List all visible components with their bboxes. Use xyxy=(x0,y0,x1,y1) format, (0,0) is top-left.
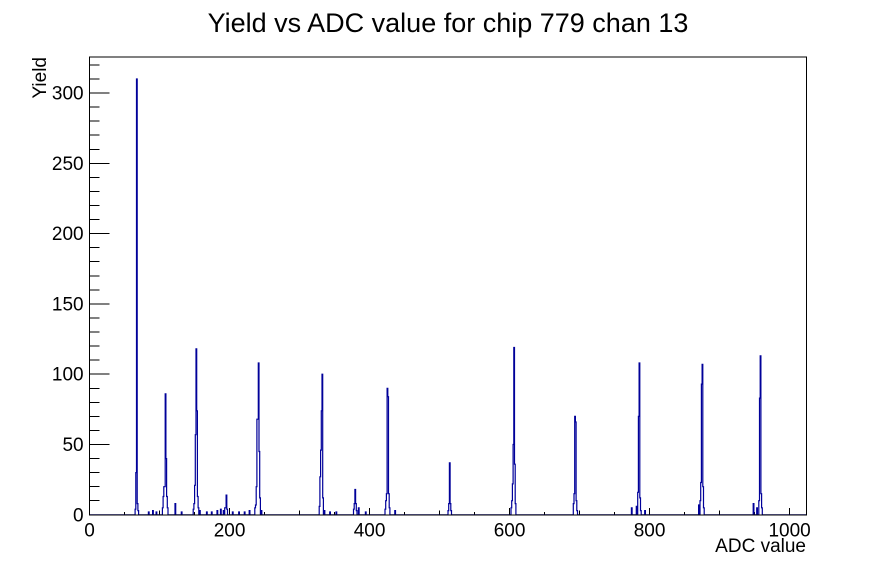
axis-tick-labels: 0 200 400 600 800 1000 0 50 100 150 200 250 300 xyxy=(52,84,811,542)
y-tick-label: 300 xyxy=(52,84,84,105)
y-tick-label: 200 xyxy=(52,224,84,245)
y-tick-label: 100 xyxy=(52,365,84,386)
axis-ticks xyxy=(89,64,791,515)
x-tick-label: 400 xyxy=(354,521,386,542)
histogram-line xyxy=(89,78,807,516)
x-axis-title: ADC value xyxy=(715,536,806,557)
chart-title: Yield vs ADC value for chip 779 chan 13 xyxy=(208,8,689,38)
plot-frame xyxy=(89,56,807,516)
y-axis-title: Yield xyxy=(30,57,51,99)
x-tick-label: 600 xyxy=(494,521,526,542)
x-tick-label: 0 xyxy=(84,521,95,542)
y-tick-label: 150 xyxy=(52,294,84,315)
y-tick-label: 250 xyxy=(52,154,84,175)
y-tick-label: 50 xyxy=(62,435,83,456)
x-tick-label: 800 xyxy=(634,521,666,542)
x-tick-label: 1000 xyxy=(768,521,810,542)
y-tick-label: 0 xyxy=(73,505,84,526)
x-tick-label: 200 xyxy=(214,521,246,542)
